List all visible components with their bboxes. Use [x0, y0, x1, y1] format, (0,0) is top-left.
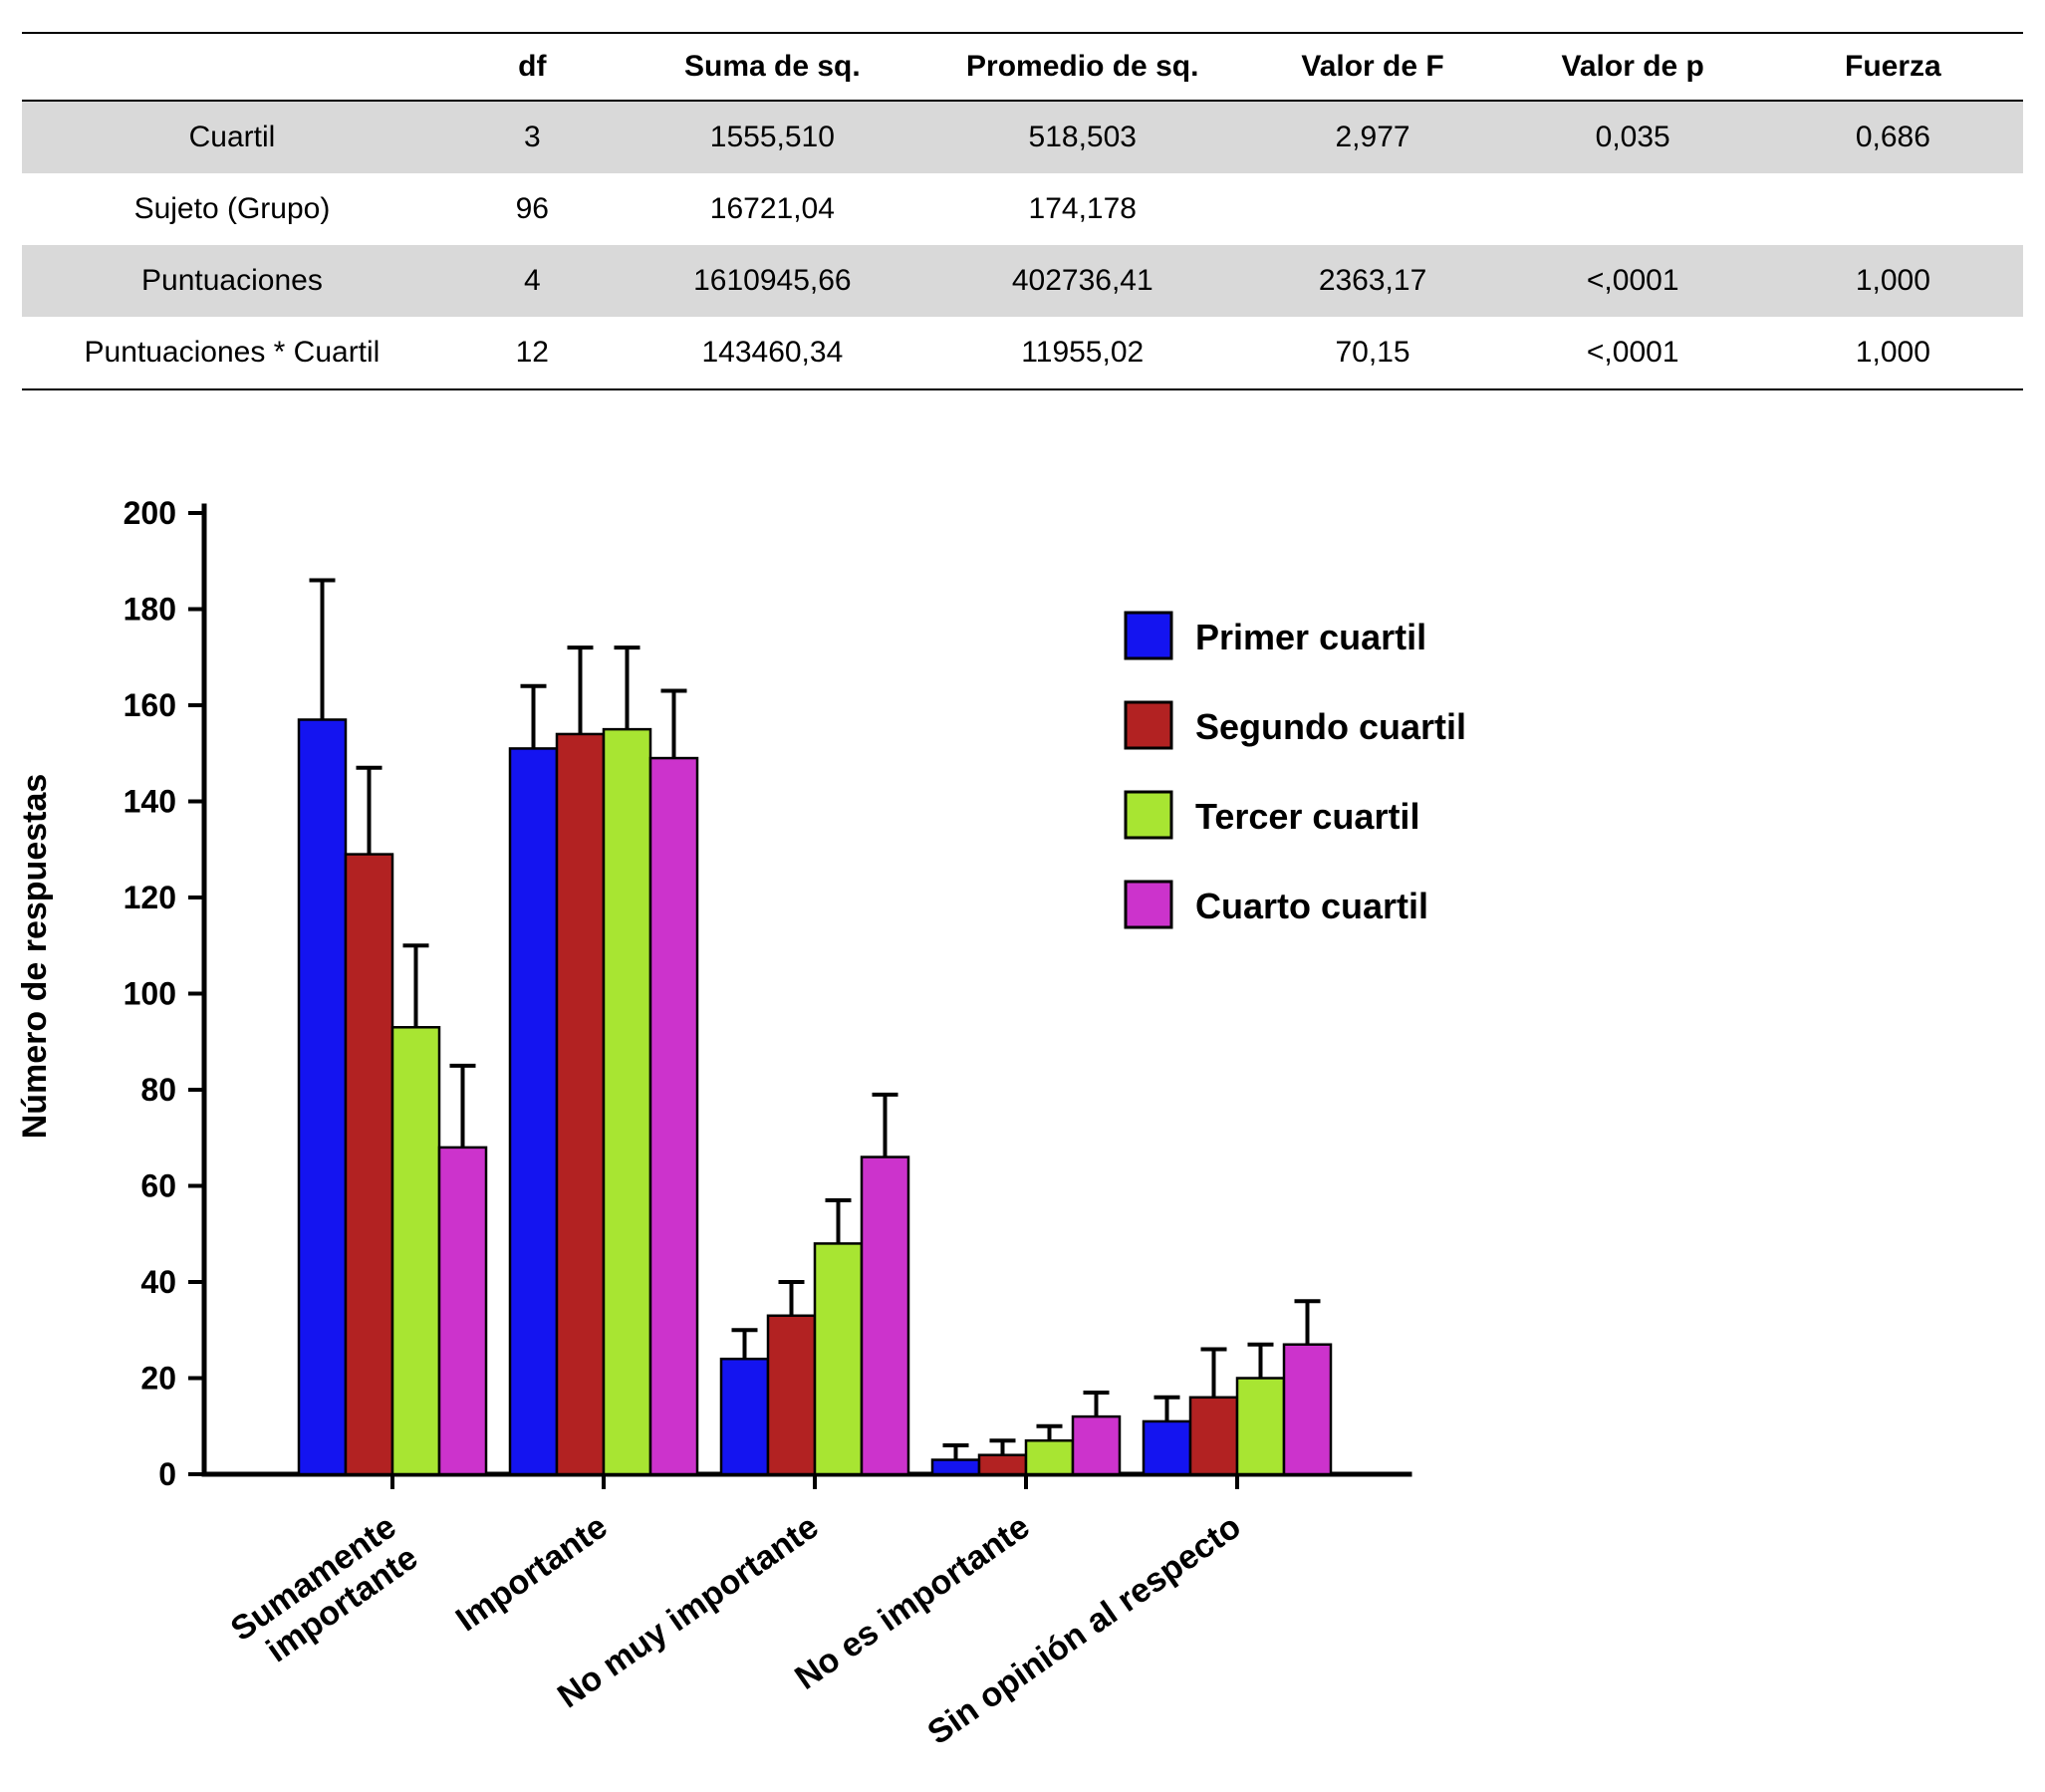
bar: [719, 1357, 770, 1476]
y-tick-label: 0: [158, 1456, 176, 1492]
y-tick-label: 160: [124, 687, 176, 723]
bar: [813, 1242, 864, 1476]
y-axis-title: Número de respuestas: [16, 774, 54, 1140]
bar: [977, 1453, 1028, 1476]
cell-f: 2,977: [1335, 121, 1410, 153]
cell-promedio: 174,178: [1028, 192, 1137, 225]
bar: [390, 1026, 441, 1476]
bar: [555, 732, 606, 1476]
bar: [1282, 1343, 1333, 1476]
cell-suma: 143460,34: [622, 317, 923, 390]
table-header-df: df: [441, 33, 623, 102]
anova-table: df Suma de sq. Promedio de sq. Valor de …: [22, 32, 2023, 390]
bar-chart-svg: 0 20 40 60 80 100 120 140 160 180 200 Sumamenteimpo…: [16, 495, 1466, 1752]
legend-swatch: [1124, 790, 1173, 840]
row-label: Sujeto (Grupo): [133, 192, 331, 225]
cell-f: [1242, 173, 1502, 245]
bar: [1188, 1396, 1239, 1476]
row-label: Cuartil: [188, 121, 276, 153]
cell-fuerza: 1,000: [1762, 317, 2023, 390]
x-category-label: Importante: [449, 1507, 615, 1639]
bar: [1071, 1414, 1122, 1476]
bar: [1235, 1377, 1286, 1476]
table-header-fuerza: Fuerza: [1762, 33, 2023, 102]
cell-df: 96: [515, 192, 549, 225]
cell-suma: 1610945,66: [693, 264, 852, 297]
table-row: Puntuaciones 4 1610945,66 402736,41 2363…: [22, 245, 2023, 317]
legend-swatch: [1124, 880, 1173, 929]
table-header-row: df Suma de sq. Promedio de sq. Valor de …: [22, 33, 2023, 102]
y-tick-label: 120: [124, 880, 176, 915]
y-tick-label: 20: [140, 1361, 176, 1397]
cell-fuerza: 0,686: [1855, 121, 1930, 153]
bar: [1142, 1419, 1192, 1476]
y-tick-label: 80: [140, 1072, 176, 1108]
cell-df: 12: [441, 317, 623, 390]
y-tick-label: 180: [124, 592, 176, 628]
y-tick-label: 200: [124, 495, 176, 531]
legend-label: Primer cuartil: [1195, 617, 1426, 657]
table-row: Cuartil 3 1555,510 518,503 2,977 0,035 0…: [22, 101, 2023, 173]
table-header-p: Valor de p: [1502, 33, 1763, 102]
bar: [437, 1146, 488, 1476]
cell-suma: 1555,510: [709, 121, 835, 153]
table-row: Puntuaciones * Cuartil 12 143460,34 1195…: [22, 317, 2023, 390]
row-label: Puntuaciones: [141, 264, 323, 297]
cell-p: 0,035: [1595, 121, 1670, 153]
legend-label: Cuarto cuartil: [1195, 886, 1428, 926]
cell-fuerza: 1,000: [1855, 264, 1930, 297]
y-tick-label: 100: [124, 976, 176, 1012]
bar: [1024, 1438, 1075, 1476]
cell-promedio: 402736,41: [1011, 264, 1153, 297]
bar: [860, 1155, 910, 1476]
anova-table-container: df Suma de sq. Promedio de sq. Valor de …: [22, 32, 2023, 390]
cell-promedio: 518,503: [1028, 121, 1137, 153]
y-tick-label: 60: [140, 1168, 176, 1204]
legend-label: Segundo cuartil: [1195, 706, 1466, 747]
cell-fuerza: [1763, 173, 2023, 245]
bar: [648, 756, 699, 1476]
cell-f: 70,15: [1242, 317, 1503, 390]
bar: [766, 1314, 817, 1476]
bar: [602, 727, 652, 1476]
cell-df: 3: [523, 121, 541, 153]
x-category-label: Sumamenteimportante: [224, 1507, 424, 1679]
cell-p: [1503, 173, 1763, 245]
bar: [930, 1458, 981, 1476]
legend-swatch: [1124, 700, 1173, 750]
legend-label: Tercer cuartil: [1195, 796, 1419, 837]
cell-df: 4: [523, 264, 541, 297]
cell-suma: 16721,04: [709, 192, 835, 225]
cell-p: <,0001: [1502, 317, 1763, 390]
cell-promedio: 11955,02: [922, 317, 1243, 390]
bar: [344, 853, 394, 1476]
cell-p: <,0001: [1586, 264, 1679, 297]
legend-swatch: [1124, 611, 1173, 660]
y-tick-label: 140: [124, 784, 176, 820]
table-row: Sujeto (Grupo) 96 16721,04 174,178: [22, 173, 2023, 245]
table-header-blank: [22, 33, 442, 102]
y-tick-label: 40: [140, 1264, 176, 1300]
bar: [508, 747, 559, 1476]
table-header-f: Valor de F: [1242, 33, 1503, 102]
bar: [297, 718, 348, 1476]
table-header-promedio: Promedio de sq.: [922, 33, 1243, 102]
row-label: Puntuaciones * Cuartil: [22, 317, 442, 390]
table-header-suma: Suma de sq.: [622, 33, 923, 102]
cell-f: 2363,17: [1318, 264, 1427, 297]
